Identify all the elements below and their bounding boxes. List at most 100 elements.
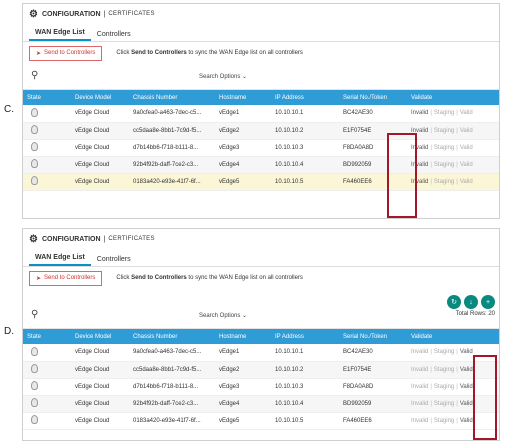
validate-invalid-option[interactable]: Invalid: [411, 366, 429, 373]
validate-valid-option[interactable]: Valid: [459, 349, 473, 356]
search-icon[interactable]: ⚲: [31, 309, 39, 320]
state-cell: [23, 156, 71, 174]
sync-hint: Click Send to Controllers to sync the WA…: [116, 275, 303, 281]
send-to-controllers-button[interactable]: ➤ Send to Controllers: [29, 45, 103, 61]
state-cell: [23, 344, 71, 362]
hostname-cell: vEdge2: [215, 122, 271, 140]
page-header: ⚙ CONFIGURATION | CERTIFICATES: [29, 8, 155, 20]
ip-address-cell: 10.10.10.1: [271, 344, 339, 362]
column-header-hostname[interactable]: Hostname: [215, 329, 271, 344]
search-icon[interactable]: ⚲: [31, 70, 39, 81]
state-cell: [23, 378, 71, 396]
device-model-cell: vEdge Cloud: [71, 395, 129, 413]
chassis-number-cell: cc5daa8e-8bb1-7c9d-f5...: [129, 122, 215, 140]
column-header-validate[interactable]: Validate: [407, 329, 499, 344]
device-state-icon: [31, 398, 38, 407]
validate-staging-option[interactable]: Staging: [433, 383, 455, 390]
validate-valid-option[interactable]: Valid: [459, 127, 473, 134]
action-row: ➤ Send to Controllers Click Send to Cont…: [23, 42, 499, 64]
validate-staging-option[interactable]: Staging: [433, 366, 455, 373]
column-header-ip-address[interactable]: IP Address: [271, 329, 339, 344]
column-header-device-model[interactable]: Device Model: [71, 90, 129, 105]
validate-invalid-option[interactable]: Invalid: [411, 144, 429, 151]
device-model-cell: vEdge Cloud: [71, 412, 129, 430]
chassis-number-cell: 0183a420-e93e-41f7-6f...: [129, 173, 215, 191]
column-header-device-model[interactable]: Device Model: [71, 329, 129, 344]
validate-valid-option[interactable]: Valid: [459, 161, 473, 168]
send-to-controllers-button[interactable]: ➤ Send to Controllers: [29, 270, 103, 286]
validate-valid-option[interactable]: Valid: [459, 110, 473, 117]
validate-valid-option[interactable]: Valid: [459, 383, 473, 390]
send-arrow-icon: ➤: [36, 275, 42, 282]
column-header-state[interactable]: State: [23, 329, 71, 344]
validate-staging-option[interactable]: Staging: [433, 110, 455, 117]
validate-cell: Invalid | Staging | Valid: [407, 173, 499, 191]
hostname-cell: vEdge4: [215, 156, 271, 174]
column-header-state[interactable]: State: [23, 90, 71, 105]
hostname-cell: vEdge4: [215, 395, 271, 413]
device-model-cell: vEdge Cloud: [71, 122, 129, 140]
chassis-number-cell: 0183a420-e93e-41f7-6f...: [129, 412, 215, 430]
page-title: CONFIGURATION: [41, 235, 101, 243]
validate-valid-option[interactable]: Valid: [459, 366, 473, 373]
validate-valid-option[interactable]: Valid: [459, 178, 473, 185]
tab-wan-edge-list[interactable]: WAN Edge List: [29, 29, 91, 41]
validate-invalid-option[interactable]: Invalid: [411, 161, 429, 168]
device-model-cell: vEdge Cloud: [71, 361, 129, 379]
column-header-chassis-number[interactable]: Chassis Number: [129, 90, 215, 105]
validate-valid-option[interactable]: Valid: [459, 144, 473, 151]
table-row: vEdge Cloud 92b4f92b-daff-7ce2-c3... vEdge…: [23, 156, 499, 174]
validate-valid-option[interactable]: Valid: [459, 400, 473, 407]
validate-invalid-option[interactable]: Invalid: [411, 400, 429, 407]
column-header-hostname[interactable]: Hostname: [215, 90, 271, 105]
table-row: vEdge Cloud 92b4f92b-daff-7ce2-c3... vEdge…: [23, 395, 499, 413]
validate-staging-option[interactable]: Staging: [433, 349, 455, 356]
validate-invalid-option[interactable]: Invalid: [411, 349, 429, 356]
device-state-icon: [31, 364, 38, 373]
add-icon[interactable]: +: [481, 295, 495, 309]
validate-cell: Invalid | Staging | Valid: [407, 412, 499, 430]
validate-valid-option[interactable]: Valid: [459, 417, 473, 424]
tab-controllers[interactable]: Controllers: [96, 31, 131, 38]
device-state-icon: [31, 415, 38, 424]
validate-staging-option[interactable]: Staging: [433, 127, 455, 134]
validate-cell: Invalid | Staging | Valid: [407, 378, 499, 396]
validate-staging-option[interactable]: Staging: [433, 161, 455, 168]
chassis-number-cell: 92b4f92b-daff-7ce2-c3...: [129, 156, 215, 174]
validate-cell: Invalid | Staging | Valid: [407, 156, 499, 174]
validate-staging-option[interactable]: Staging: [433, 417, 455, 424]
chassis-number-cell: 9a0cfea0-a463-7dec-c5...: [129, 344, 215, 362]
tab-controllers[interactable]: Controllers: [96, 256, 131, 263]
validate-invalid-option[interactable]: Invalid: [411, 110, 429, 117]
option-letter-d: D.: [4, 326, 14, 337]
download-icon[interactable]: ↓: [464, 295, 478, 309]
search-row: ⚲ Search Options ⌄: [23, 64, 499, 90]
validate-invalid-option[interactable]: Invalid: [411, 383, 429, 390]
refresh-icon[interactable]: ↻: [447, 295, 461, 309]
ip-address-cell: 10.10.10.1: [271, 105, 339, 123]
config-panel-d: ⚙ CONFIGURATION | CERTIFICATES WAN Edge …: [22, 228, 500, 441]
column-header-ip-address[interactable]: IP Address: [271, 90, 339, 105]
device-model-cell: vEdge Cloud: [71, 139, 129, 157]
serial-cell: E1F0754E: [339, 361, 407, 379]
validate-invalid-option[interactable]: Invalid: [411, 127, 429, 134]
validate-staging-option[interactable]: Staging: [433, 400, 455, 407]
search-options-dropdown[interactable]: Search Options ⌄: [199, 74, 248, 80]
hostname-cell: vEdge3: [215, 139, 271, 157]
validate-staging-option[interactable]: Staging: [433, 178, 455, 185]
serial-cell: E1F0754E: [339, 122, 407, 140]
search-options-dropdown[interactable]: Search Options ⌄: [199, 313, 248, 319]
column-header-serial[interactable]: Serial No./Token: [339, 329, 407, 344]
column-header-validate[interactable]: Validate: [407, 90, 499, 105]
state-cell: [23, 173, 71, 191]
ip-address-cell: 10.10.10.3: [271, 378, 339, 396]
serial-cell: FA460EE6: [339, 412, 407, 430]
validate-invalid-option[interactable]: Invalid: [411, 417, 429, 424]
validate-staging-option[interactable]: Staging: [433, 144, 455, 151]
table-action-buttons: ↻ ↓ +: [447, 295, 495, 309]
table-row: vEdge Cloud 9a0cfea0-a463-7dec-c5... vEdge…: [23, 344, 499, 362]
tab-wan-edge-list[interactable]: WAN Edge List: [29, 254, 91, 266]
validate-invalid-option[interactable]: Invalid: [411, 178, 429, 185]
column-header-serial[interactable]: Serial No./Token: [339, 90, 407, 105]
column-header-chassis-number[interactable]: Chassis Number: [129, 329, 215, 344]
